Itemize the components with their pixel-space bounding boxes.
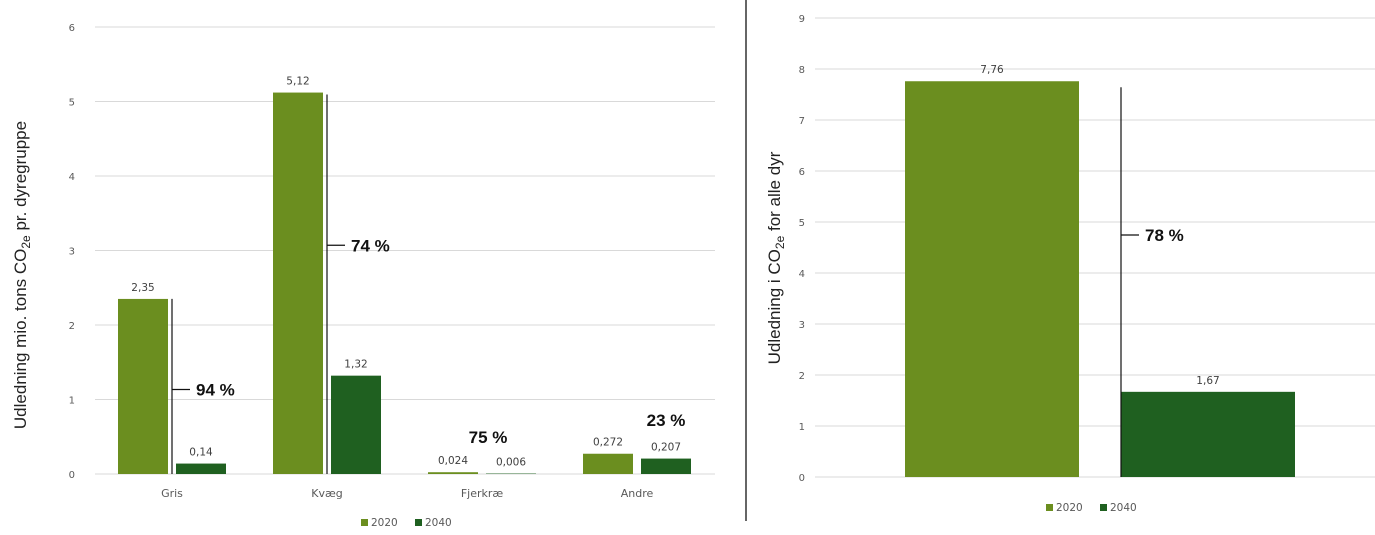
bar-2040-Kvæg	[331, 375, 381, 474]
legend-label-2020: 2020	[1056, 502, 1083, 514]
bar-2020-Kvæg	[273, 92, 323, 474]
chart-left-by-animal-group: 0 1 2 3 4 5 6 2,35 0,14 Gris 5,12 1,32 Kvæg 0,024 0,00…	[11, 23, 715, 529]
chart-right-all-animals: 0 1 2 3 4 5 6 7 8 9 7,76 1,67 78 % Udledning i CO2e f…	[765, 14, 1375, 514]
data-label: 0,272	[593, 437, 623, 449]
bar-2040-Andre	[641, 458, 691, 474]
legend-label-2040: 2040	[1110, 502, 1137, 514]
y-axis-label-text-end: for alle dyr	[765, 151, 784, 235]
x-tick-label: Fjerkræ	[461, 487, 504, 500]
data-label: 1,32	[344, 359, 367, 371]
reduction-percent: 75 %	[469, 428, 508, 447]
y-tick-label: 4	[799, 269, 805, 280]
y-tick-label: 5	[799, 218, 805, 229]
reduction-percent: 23 %	[647, 411, 686, 430]
data-label: 0,14	[189, 447, 213, 459]
data-label: 2,35	[131, 282, 154, 294]
y-axis-label-text: Udledning mio. tons CO	[11, 249, 30, 429]
data-label: 0,006	[496, 457, 526, 469]
reduction-percent: 74 %	[351, 236, 390, 255]
data-label: 7,76	[980, 64, 1004, 76]
bar-2020-Andre	[583, 453, 633, 474]
bar-2040-total	[1121, 391, 1295, 477]
y-axis-label-subscript: 2e	[773, 235, 787, 249]
legend-swatch-2040	[1100, 504, 1107, 511]
bar-2020-Gris	[118, 298, 168, 474]
y-tick-label: 3	[69, 247, 75, 258]
y-tick-label: 6	[799, 167, 805, 178]
reduction-percent: 94 %	[196, 380, 235, 399]
data-label: 0,207	[651, 442, 681, 454]
y-tick-label: 8	[799, 65, 805, 76]
legend-label-2040: 2040	[425, 517, 452, 529]
legend-label-2020: 2020	[371, 517, 398, 529]
y-tick-label: 2	[799, 371, 805, 382]
bar-2040-Gris	[176, 463, 226, 474]
y-axis-label-text: Udledning i CO	[765, 249, 784, 364]
y-tick-label: 0	[69, 470, 75, 481]
bar-2020-Fjerkræ	[428, 472, 478, 474]
y-tick-label: 1	[69, 396, 75, 407]
legend-swatch-2020	[1046, 504, 1053, 511]
y-axis-label: Udledning mio. tons CO2e pr. dyregruppe	[11, 121, 33, 429]
legend-swatch-2040	[415, 519, 422, 526]
y-tick-label: 5	[69, 98, 75, 109]
y-tick-label: 3	[799, 320, 805, 331]
y-tick-label: 0	[799, 473, 805, 484]
y-tick-label: 6	[69, 23, 75, 34]
y-tick-label: 7	[799, 116, 805, 127]
data-label: 1,67	[1196, 375, 1219, 387]
y-tick-label: 1	[799, 422, 805, 433]
y-tick-label: 4	[69, 172, 75, 183]
data-label: 0,024	[438, 455, 468, 467]
y-axis-label-text-end: pr. dyregruppe	[11, 121, 30, 235]
y-tick-label: 2	[69, 321, 75, 332]
x-tick-label: Andre	[621, 487, 654, 500]
x-tick-label: Gris	[161, 487, 183, 500]
x-tick-label: Kvæg	[311, 487, 343, 500]
y-axis-label: Udledning i CO2e for alle dyr	[765, 151, 787, 364]
y-tick-label: 9	[799, 14, 805, 25]
bar-2020-total	[905, 81, 1079, 478]
y-axis-label-subscript: 2e	[19, 235, 33, 249]
reduction-percent: 78 %	[1145, 226, 1184, 245]
legend-swatch-2020	[361, 519, 368, 526]
data-label: 5,12	[286, 76, 309, 88]
